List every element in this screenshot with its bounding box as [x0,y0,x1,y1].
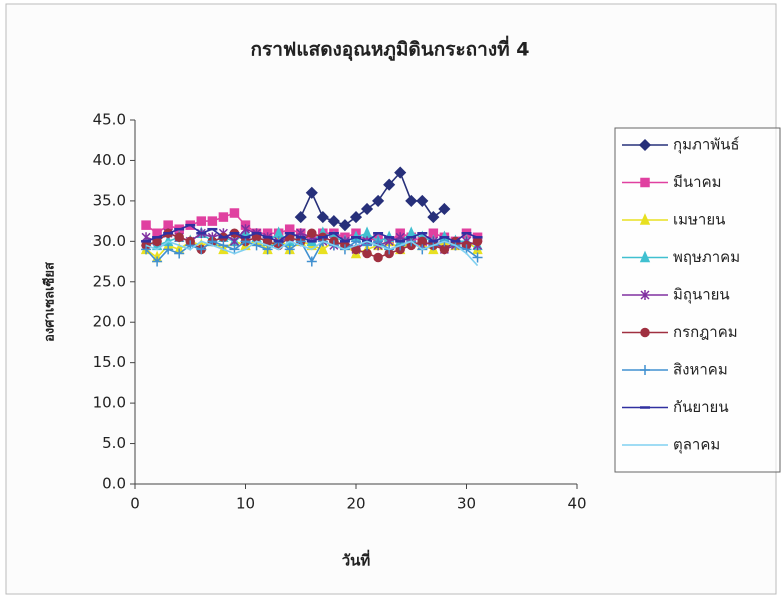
legend-marker [640,177,650,188]
marker [417,236,428,247]
marker [349,211,363,224]
legend-marker [640,290,650,300]
legend-label: กุมภาพันธ์ [673,136,740,155]
marker [163,220,173,230]
chart-title: กราฟแสดงอุณหภูมิดินกระถางที่ 4 [251,36,530,62]
y-axis-label: องศาเซลเซียส [42,262,58,342]
marker [240,224,251,235]
legend-marker [638,138,652,152]
series-line [145,240,479,267]
marker [383,178,396,191]
marker [438,202,451,216]
marker [405,194,418,207]
legend-label: กันยายน [673,398,729,416]
legend-label: มิถุนายน [673,286,730,305]
marker [439,244,450,255]
y-tick-label: 35.0 [93,191,126,209]
y-tick-label: 0.0 [102,475,126,493]
y-tick-label: 10.0 [93,394,126,412]
marker [316,211,329,224]
marker [174,232,184,243]
marker [284,244,295,255]
legend-marker [640,327,650,338]
legend-label: มีนาคม [673,173,722,191]
y-tick-label: 25.0 [93,272,126,290]
marker [218,212,229,222]
x-axis-label: วันที่ [342,550,371,570]
marker [394,166,407,179]
marker [174,248,185,259]
marker [141,220,151,230]
marker [229,208,240,218]
x-tick-label: 40 [567,495,586,513]
marker [327,215,340,228]
marker [372,194,385,207]
x-tick-label: 0 [130,495,140,513]
marker [152,256,163,267]
legend-label: กรกฎาคม [673,323,738,341]
legend-marker [639,250,651,263]
marker [472,252,483,263]
marker [362,248,372,259]
marker [360,202,374,216]
marker [306,256,317,267]
legend-label: พฤษภาคม [673,248,740,266]
y-tick-label: 20.0 [93,313,126,331]
x-tick-label: 20 [346,495,365,513]
legend-marker [639,213,651,225]
marker [305,186,318,199]
legend-label: สิงหาคม [673,361,728,379]
marker [427,211,440,224]
y-tick-label: 30.0 [93,232,126,250]
legend-label: เมษายน [673,211,725,229]
y-tick-label: 40.0 [93,151,126,169]
x-tick-label: 10 [236,495,255,513]
y-tick-label: 5.0 [102,434,126,452]
marker [307,228,317,238]
y-tick-label: 45.0 [93,111,126,129]
marker [163,244,174,255]
y-tick-label: 15.0 [93,353,126,371]
marker [338,219,352,232]
marker [373,252,383,263]
marker [196,216,207,226]
marker [294,211,307,224]
marker [207,216,218,226]
legend-marker [640,365,650,375]
x-tick-label: 30 [457,495,476,513]
marker [196,244,207,255]
marker [317,242,329,255]
legend-label: ตุลาคม [673,436,720,455]
marker [416,194,429,207]
